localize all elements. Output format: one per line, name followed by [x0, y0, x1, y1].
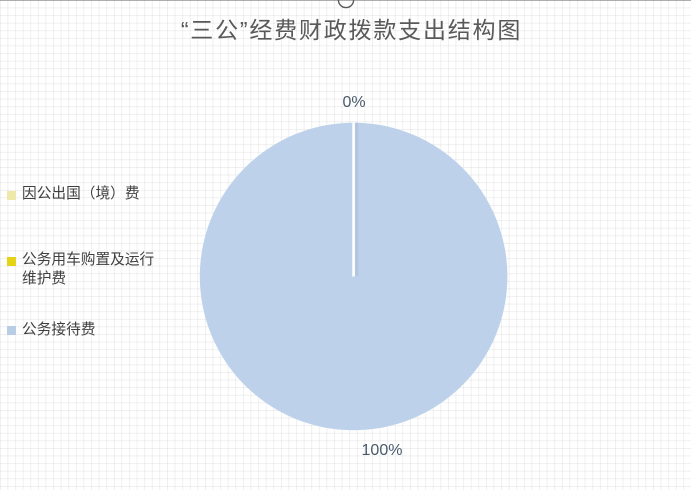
svg-text:100%: 100% [362, 442, 403, 459]
svg-text:0%: 0% [342, 94, 365, 111]
